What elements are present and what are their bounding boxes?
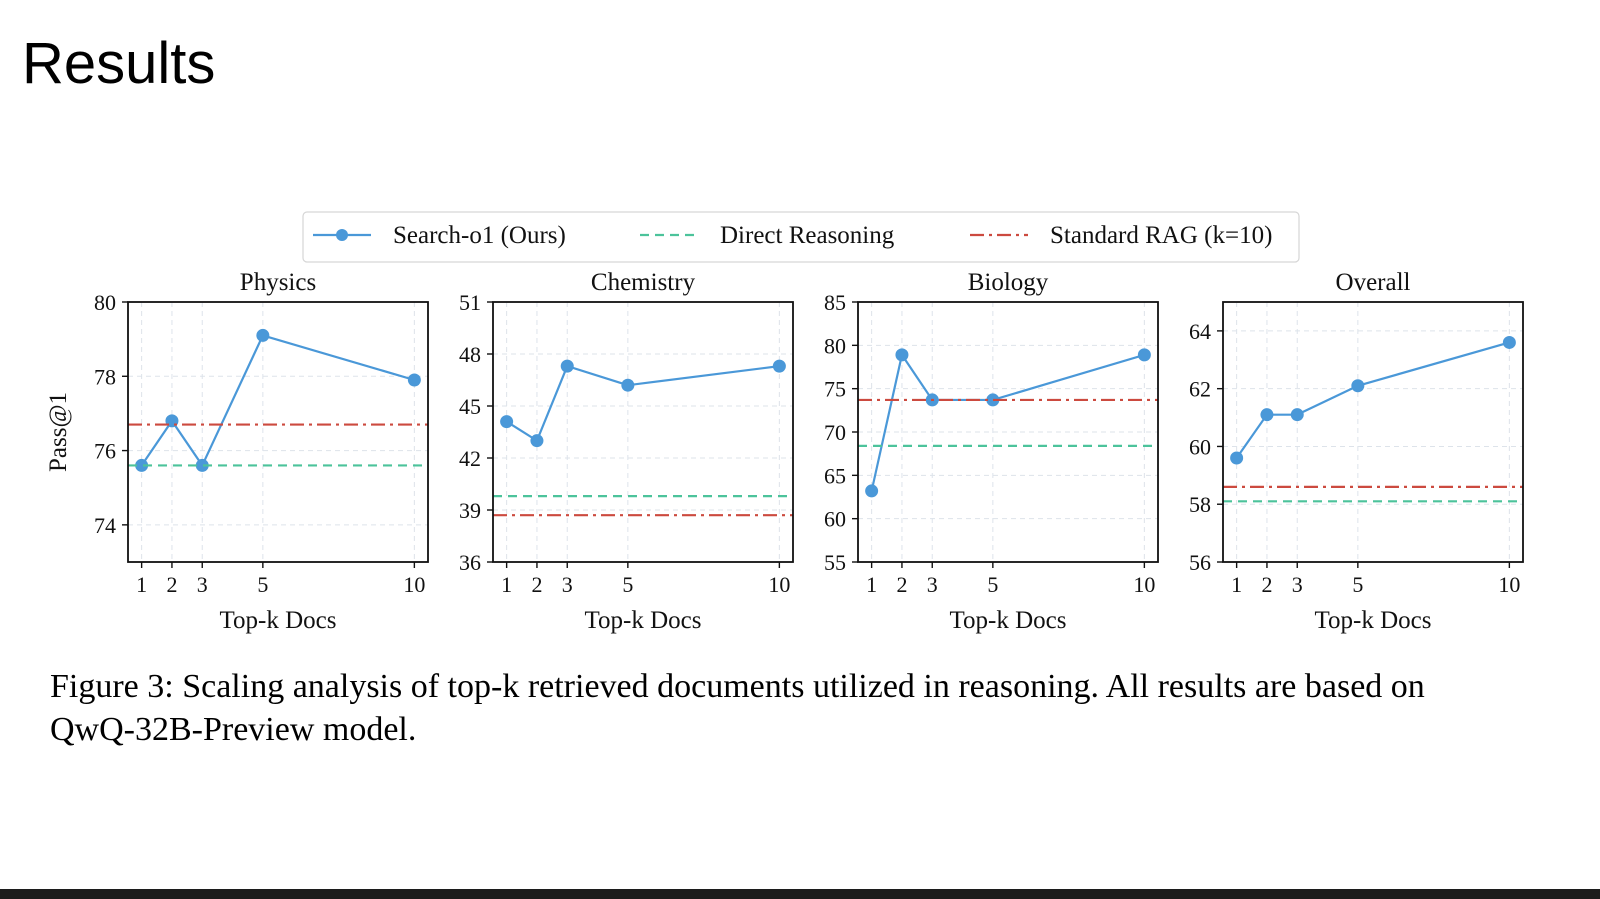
plot-frame — [492, 301, 794, 563]
x-tick-label: 1 — [136, 572, 147, 597]
video-bottom-bar — [0, 889, 1600, 899]
figure-caption: Figure 3: Scaling analysis of top-k retr… — [50, 665, 1560, 751]
y-tick-label: 55 — [824, 550, 846, 575]
y-tick-label: 78 — [94, 364, 116, 389]
y-tick-label: 60 — [1189, 434, 1211, 459]
data-point — [1230, 451, 1244, 465]
y-tick-label: 70 — [824, 420, 846, 445]
data-point — [1137, 348, 1151, 362]
subplot-chemistry: 36 39 42 45 48 51 1 2 3 5 10 Chemistry Top-k Docs — [459, 269, 794, 634]
data-point — [865, 484, 879, 498]
x-tick-label: 10 — [1498, 572, 1520, 597]
y-tick-label: 45 — [459, 394, 481, 419]
x-tick-label: 2 — [896, 572, 907, 597]
data-point — [895, 348, 909, 362]
y-tick-label: 75 — [824, 377, 846, 402]
y-tick-label: 85 — [824, 290, 846, 315]
series-line-search-o1 — [506, 364, 780, 443]
y-tick-label: 48 — [459, 342, 481, 367]
subplot-physics: 74 76 78 80 1 2 3 5 10 Physics Top-k Docs Pass@1 — [45, 269, 429, 634]
y-axis-label: Pass@1 — [45, 392, 72, 472]
x-tick-label: 10 — [1133, 572, 1155, 597]
x-tick-label: 3 — [197, 572, 208, 597]
data-point — [772, 359, 786, 373]
data-point — [1260, 408, 1274, 422]
caption-line-2: QwQ-32B-Preview model. — [50, 711, 417, 748]
y-tick-label: 42 — [459, 446, 481, 471]
plot-frame — [1222, 301, 1524, 563]
subplot-title: Overall — [1336, 269, 1411, 296]
x-tick-label: 3 — [562, 572, 573, 597]
subplot-biology: 55 60 65 70 75 80 85 1 2 3 5 10 Biology Top-k Docs — [824, 269, 1159, 634]
x-tick-label: 3 — [927, 572, 938, 597]
x-tick-label: 10 — [768, 572, 790, 597]
x-axis-label: Top-k Docs — [950, 607, 1067, 634]
subplot-overall: 56 58 60 62 64 1 2 3 5 10 Overall Top-k Docs — [1189, 269, 1524, 634]
x-tick-label: 3 — [1292, 572, 1303, 597]
y-tick-label: 51 — [459, 290, 481, 315]
data-point — [256, 328, 270, 342]
data-point — [500, 415, 514, 429]
data-point — [195, 458, 209, 472]
data-point — [530, 434, 544, 448]
plot-frame — [127, 301, 429, 563]
subplot-title: Biology — [968, 269, 1049, 296]
legend-label-1: Direct Reasoning — [720, 222, 895, 249]
y-tick-label: 80 — [94, 290, 116, 315]
y-tick-label: 76 — [94, 439, 116, 464]
x-tick-label: 10 — [403, 572, 425, 597]
x-tick-label: 2 — [166, 572, 177, 597]
legend-marker-0 — [336, 229, 348, 241]
y-tick-label: 64 — [1189, 319, 1211, 344]
legend-label-0: Search-o1 (Ours) — [393, 222, 566, 249]
subplot-title: Physics — [240, 269, 316, 296]
x-tick-label: 5 — [1352, 572, 1363, 597]
data-point — [986, 393, 1000, 407]
x-tick-label: 1 — [501, 572, 512, 597]
x-axis-label: Top-k Docs — [585, 607, 702, 634]
y-tick-label: 58 — [1189, 492, 1211, 517]
data-point — [135, 458, 149, 472]
y-tick-label: 80 — [824, 333, 846, 358]
data-point — [407, 373, 421, 387]
data-point — [560, 359, 574, 373]
y-tick-label: 74 — [94, 513, 116, 538]
caption-line-1: Figure 3: Scaling analysis of top-k retr… — [50, 668, 1425, 705]
y-tick-label: 62 — [1189, 377, 1211, 402]
x-axis-label: Top-k Docs — [1315, 607, 1432, 634]
y-tick-label: 56 — [1189, 550, 1211, 575]
x-tick-label: 2 — [1261, 572, 1272, 597]
data-point — [1351, 379, 1365, 393]
legend-frame — [302, 211, 1300, 263]
x-tick-label: 5 — [622, 572, 633, 597]
series-line-search-o1 — [1235, 341, 1510, 459]
legend: Search-o1 (Ours) Direct Reasoning Standard… — [302, 211, 1300, 263]
y-tick-label: 36 — [459, 550, 481, 575]
series-line-search-o1 — [140, 334, 415, 468]
y-tick-label: 39 — [459, 498, 481, 523]
x-tick-label: 1 — [866, 572, 877, 597]
y-tick-label: 60 — [824, 507, 846, 532]
slide-title: Results — [22, 31, 216, 96]
x-tick-label: 1 — [1231, 572, 1242, 597]
subplot-title: Chemistry — [591, 269, 696, 296]
data-point — [1290, 408, 1304, 422]
legend-label-2: Standard RAG (k=10) — [1050, 222, 1272, 249]
series-line-search-o1 — [870, 352, 1145, 492]
x-tick-label: 5 — [987, 572, 998, 597]
y-tick-label: 65 — [824, 463, 846, 488]
data-point — [1502, 335, 1516, 349]
x-tick-label: 2 — [531, 572, 542, 597]
x-axis-label: Top-k Docs — [220, 607, 337, 634]
data-point — [621, 378, 635, 392]
x-tick-label: 5 — [257, 572, 268, 597]
figure: Search-o1 (Ours) Direct Reasoning Standard… — [45, 211, 1524, 634]
